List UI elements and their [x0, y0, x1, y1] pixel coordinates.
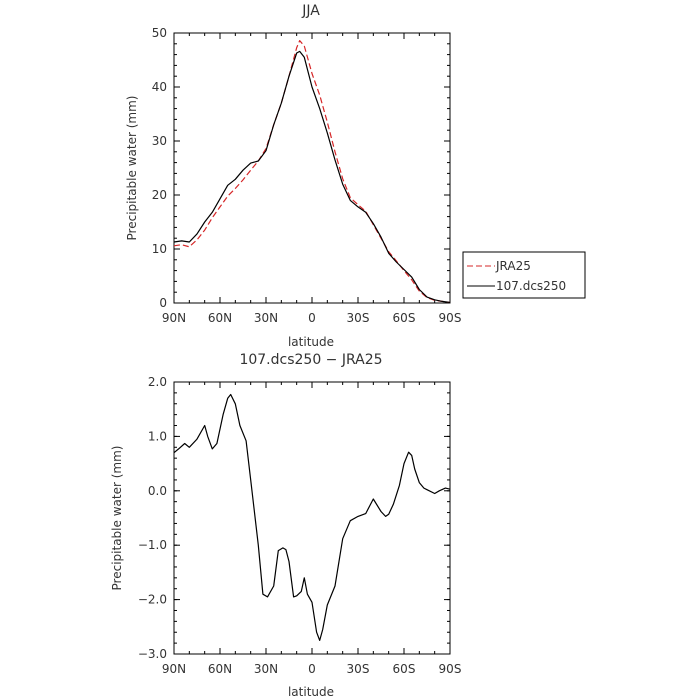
- y-tick-label: 10: [152, 242, 167, 256]
- y-tick-label: 20: [152, 188, 167, 202]
- bottom-y-ticks: −3.0 −2.0 −1.0 0.0 1.0 2.0: [138, 375, 450, 661]
- x-tick-label: 0: [308, 311, 316, 325]
- x-tick-label: 30S: [347, 662, 370, 676]
- top-series: [173, 39, 451, 304]
- x-tick-label: 60S: [393, 662, 416, 676]
- top-chart-title: JJA: [301, 3, 320, 19]
- x-tick-label: 60N: [208, 311, 232, 325]
- top-y-ticks: 0 10 20 30 40 50: [152, 26, 450, 310]
- x-tick-label: 30S: [347, 311, 370, 325]
- y-tick-label: −2.0: [138, 593, 167, 607]
- bottom-chart-title: 107.dcs250 − JRA25: [239, 352, 382, 368]
- x-tick-label: 0: [308, 662, 316, 676]
- y-tick-label: 40: [152, 80, 167, 94]
- legend-label-jra25: JRA25: [495, 259, 531, 273]
- legend-label-107-dcs250: 107.dcs250: [496, 279, 566, 293]
- bottom-series: [173, 393, 451, 642]
- bottom-x-ticks: 90N 60N 30N 0 30S 60S 90S: [162, 382, 462, 676]
- legend-box: [462, 251, 586, 299]
- y-tick-label: −1.0: [138, 538, 167, 552]
- x-tick-label: 60S: [393, 311, 416, 325]
- x-tick-label: 90S: [439, 311, 462, 325]
- x-tick-label: 90N: [162, 662, 186, 676]
- top-panel: JJA 90N 60N 30N 0 30S 60S 90S 0 10 20 30 40 50 lati…: [125, 3, 586, 349]
- y-tick-label: 0.0: [148, 484, 167, 498]
- y-tick-label: −3.0: [138, 647, 167, 661]
- x-tick-label: 30N: [254, 662, 278, 676]
- bottom-x-axis-title: latitude: [288, 685, 334, 699]
- series-line-107-dcs250: [173, 50, 451, 304]
- x-tick-label: 30N: [254, 311, 278, 325]
- y-tick-label: 30: [152, 134, 167, 148]
- bottom-panel: 107.dcs250 − JRA25 90N 60N 30N 0 30S 60S 90S −…: [110, 352, 461, 699]
- bottom-y-axis-title: Precipitable water (mm): [110, 446, 124, 591]
- bottom-plot-frame: [173, 381, 451, 655]
- top-y-axis-title: Precipitable water (mm): [125, 96, 139, 241]
- series-line-jra25: [173, 39, 451, 304]
- x-tick-label: 60N: [208, 662, 232, 676]
- y-tick-label: 50: [152, 26, 167, 40]
- y-tick-label: 1.0: [148, 429, 167, 443]
- top-x-axis-title: latitude: [288, 335, 334, 349]
- top-x-ticks: 90N 60N 30N 0 30S 60S 90S: [162, 33, 462, 325]
- y-tick-label: 2.0: [148, 375, 167, 389]
- series-line-difference: [173, 393, 451, 642]
- y-tick-label: 0: [159, 296, 167, 310]
- top-legend: JRA25 107.dcs250: [462, 251, 586, 299]
- x-tick-label: 90S: [439, 662, 462, 676]
- x-tick-label: 90N: [162, 311, 186, 325]
